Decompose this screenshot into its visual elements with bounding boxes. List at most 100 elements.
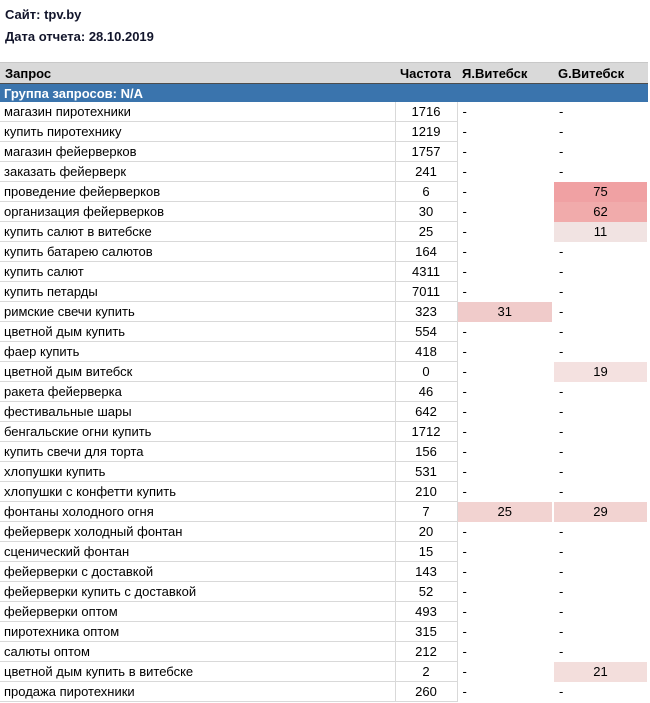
freq-cell: 493 xyxy=(395,601,458,622)
ya-pos-cell: - xyxy=(457,201,554,222)
table-row: заказать фейерверк 241 - - xyxy=(0,161,649,182)
query-cell: бенгальские огни купить xyxy=(0,421,396,442)
column-header-ya-vitebsk: Я.Витебск xyxy=(457,62,553,84)
table-header-row: Запрос Частота Я.Витебск G.Витебск xyxy=(0,62,648,84)
table-body: Группа запросов: N/A магазин пиротехники… xyxy=(0,83,649,702)
freq-cell: 6 xyxy=(395,181,458,202)
query-cell: организация фейерверков xyxy=(0,201,396,222)
ya-pos-cell: - xyxy=(457,102,554,122)
table-row: фейерверки купить с доставкой 52 - - xyxy=(0,581,649,602)
table-row: цветной дым купить 554 - - xyxy=(0,321,649,342)
freq-cell: 52 xyxy=(395,581,458,602)
ya-pos-cell: - xyxy=(457,481,554,502)
query-cell: хлопушки с конфетти купить xyxy=(0,481,396,502)
table-row: продажа пиротехники 260 - - xyxy=(0,681,649,702)
query-cell: пиротехника оптом xyxy=(0,621,396,642)
freq-cell: 164 xyxy=(395,241,458,262)
query-cell: купить салют в витебске xyxy=(0,221,396,242)
freq-cell: 1716 xyxy=(395,102,458,122)
g-pos-cell: 19 xyxy=(553,361,649,382)
table-row: фейерверк холодный фонтан 20 - - xyxy=(0,521,649,542)
ya-pos-cell: - xyxy=(457,661,554,682)
query-cell: ракета фейерверка xyxy=(0,381,396,402)
ya-pos-cell: - xyxy=(457,541,554,562)
query-cell: цветной дым купить xyxy=(0,321,396,342)
table-row: фонтаны холодного огня 7 25 29 xyxy=(0,501,649,522)
column-header-g-vitebsk: G.Витебск xyxy=(553,62,648,84)
freq-cell: 323 xyxy=(395,301,458,322)
table-row: купить батарею салютов 164 - - xyxy=(0,241,649,262)
ya-pos-cell: - xyxy=(457,241,554,262)
table-row: фестивальные шары 642 - - xyxy=(0,401,649,422)
g-pos-cell: - xyxy=(553,121,649,142)
freq-cell: 7011 xyxy=(395,281,458,302)
query-cell: продажа пиротехники xyxy=(0,681,396,702)
g-pos-cell: - xyxy=(553,241,649,262)
g-pos-cell: - xyxy=(553,461,649,482)
freq-cell: 531 xyxy=(395,461,458,482)
g-pos-cell: - xyxy=(553,341,649,362)
ya-pos-cell: - xyxy=(457,581,554,602)
freq-cell: 1757 xyxy=(395,141,458,162)
query-cell: магазин фейерверков xyxy=(0,141,396,162)
ya-pos-cell: - xyxy=(457,341,554,362)
ya-pos-cell: - xyxy=(457,601,554,622)
table-row: ракета фейерверка 46 - - xyxy=(0,381,649,402)
g-pos-cell: 11 xyxy=(553,221,649,242)
query-cell: салюты оптом xyxy=(0,641,396,662)
g-pos-cell: - xyxy=(553,301,649,322)
table-row: купить свечи для торта 156 - - xyxy=(0,441,649,462)
query-cell: цветной дым купить в витебске xyxy=(0,661,396,682)
query-cell: римские свечи купить xyxy=(0,301,396,322)
query-cell: купить пиротехнику xyxy=(0,121,396,142)
g-pos-cell: - xyxy=(553,621,649,642)
g-pos-cell: 21 xyxy=(553,661,649,682)
ya-pos-cell: - xyxy=(457,641,554,662)
g-pos-cell: - xyxy=(553,141,649,162)
g-pos-cell: - xyxy=(553,581,649,602)
g-pos-cell: - xyxy=(553,321,649,342)
column-header-frequency: Частота xyxy=(395,62,457,84)
ya-pos-cell: - xyxy=(457,561,554,582)
g-pos-cell: - xyxy=(553,381,649,402)
freq-cell: 20 xyxy=(395,521,458,542)
freq-cell: 260 xyxy=(395,681,458,702)
query-cell: купить петарды xyxy=(0,281,396,302)
g-pos-cell: - xyxy=(553,441,649,462)
query-cell: фонтаны холодного огня xyxy=(0,501,396,522)
g-pos-cell: - xyxy=(553,641,649,662)
query-cell: проведение фейерверков xyxy=(0,181,396,202)
freq-cell: 15 xyxy=(395,541,458,562)
freq-cell: 25 xyxy=(395,221,458,242)
g-pos-cell: - xyxy=(553,281,649,302)
query-cell: фейерверки оптом xyxy=(0,601,396,622)
g-pos-cell: - xyxy=(553,421,649,442)
g-pos-cell: - xyxy=(553,401,649,422)
table-row: магазин пиротехники 1716 - - xyxy=(0,102,649,122)
ya-pos-cell: - xyxy=(457,121,554,142)
query-cell: фейерверк холодный фонтан xyxy=(0,521,396,542)
ya-pos-cell: - xyxy=(457,161,554,182)
table-row: фейерверки оптом 493 - - xyxy=(0,601,649,622)
g-pos-cell: - xyxy=(553,601,649,622)
ya-pos-cell: - xyxy=(457,441,554,462)
table-row: купить салют в витебске 25 - 11 xyxy=(0,221,649,242)
query-cell: магазин пиротехники xyxy=(0,102,396,122)
freq-cell: 212 xyxy=(395,641,458,662)
ya-pos-cell: - xyxy=(457,321,554,342)
ya-pos-cell: - xyxy=(457,181,554,202)
freq-cell: 156 xyxy=(395,441,458,462)
freq-cell: 143 xyxy=(395,561,458,582)
g-pos-cell: - xyxy=(553,161,649,182)
g-pos-cell: - xyxy=(553,102,649,122)
freq-cell: 0 xyxy=(395,361,458,382)
freq-cell: 2 xyxy=(395,661,458,682)
query-cell: купить свечи для торта xyxy=(0,441,396,462)
positions-table: Запрос Частота Я.Витебск G.Витебск Групп… xyxy=(0,62,649,702)
freq-cell: 554 xyxy=(395,321,458,342)
query-cell: купить салют xyxy=(0,261,396,282)
table-row: бенгальские огни купить 1712 - - xyxy=(0,421,649,442)
table-row: купить пиротехнику 1219 - - xyxy=(0,121,649,142)
table-row: проведение фейерверков 6 - 75 xyxy=(0,181,649,202)
g-pos-cell: - xyxy=(553,561,649,582)
